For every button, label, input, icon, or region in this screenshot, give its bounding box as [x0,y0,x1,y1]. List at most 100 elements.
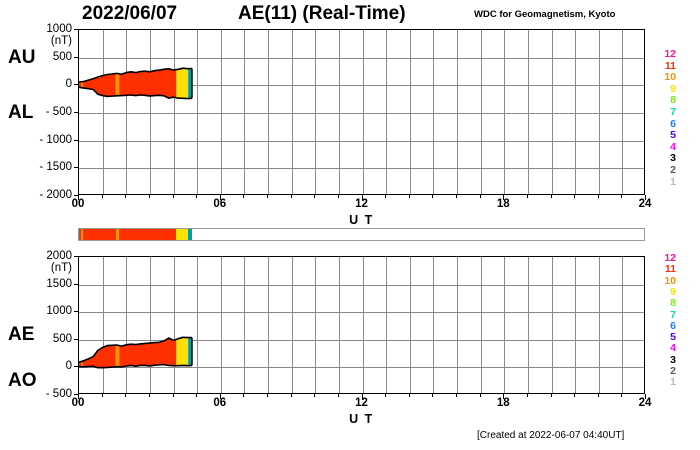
x-axis-tick-mark [598,394,599,397]
gridline-vertical [528,257,529,393]
gridline-vertical [103,30,104,194]
ae-ao-panel-frame [78,256,645,394]
x-axis-tick-mark [362,195,363,200]
x-axis-tick-mark [338,195,339,198]
y-axis-tick-label: 0 [65,78,72,91]
gridline-vertical [315,257,316,393]
x-axis-tick-mark [220,195,221,200]
legend-item-9: 9 [670,285,676,298]
gridline-vertical [197,30,198,194]
x-axis-tick-mark [456,394,457,397]
gridline-vertical [457,30,458,194]
ae-ao-panel-traces [79,336,193,369]
coverage-segment [79,229,82,240]
gridline-vertical [339,30,340,194]
gridline-vertical [410,30,411,194]
coverage-segment [81,229,83,240]
y-axis-tick-label: - 1000 [39,133,72,146]
x-axis-tick-mark [480,195,481,198]
x-axis-label: U T [349,412,374,426]
x-axis-tick-mark [78,195,79,200]
coverage-segment [188,229,192,240]
x-axis-tick-mark [409,394,410,397]
x-axis-tick-mark [621,195,622,198]
y-axis-tick-mark [74,195,78,196]
creation-timestamp: [Created at 2022-06-07 04:40UT] [477,430,625,441]
legend-item-2: 2 [670,365,676,377]
y-axis-tick-label: 0 [65,360,72,373]
x-axis-tick-mark [196,195,197,198]
gridline-vertical [174,257,175,393]
gridline-horizontal [79,367,644,368]
legend-item-11: 11 [664,59,676,72]
x-axis-tick-mark [102,195,103,198]
x-axis-label: U T [349,213,374,227]
gridline-vertical [386,30,387,194]
x-axis-tick-mark [645,195,646,200]
x-axis-tick-mark [125,394,126,397]
x-axis-tick-mark [243,195,244,198]
y-axis-tick-mark [74,167,78,168]
gridline-vertical [244,30,245,194]
x-axis-tick-mark [314,394,315,397]
x-axis-tick-mark [503,195,504,200]
x-axis-tick-label: 06 [213,397,227,409]
y-axis-tick-label: - 1500 [39,161,72,174]
x-axis-tick-mark [574,195,575,198]
gridline-vertical [268,30,269,194]
gridline-vertical [103,257,104,393]
gridline-horizontal [79,58,644,59]
gridline-horizontal [79,312,644,313]
x-axis-tick-mark [173,195,174,198]
gridline-vertical [504,257,505,393]
x-axis-tick-mark [574,394,575,397]
x-axis-tick-mark [149,394,150,397]
x-axis-tick-mark [409,195,410,198]
y-axis-unit: (nT) [50,35,72,47]
series-label-al: AL [8,102,34,124]
x-axis-tick-label: 00 [71,198,85,210]
gridline-vertical [292,257,293,393]
legend-item-10: 10 [664,71,676,84]
x-axis-tick-label: 12 [355,397,368,409]
y-axis-tick-label: 1000 [46,23,72,35]
au-al-panel-frame [78,29,645,195]
series-label-au: AU [8,46,36,68]
legend-item-6: 6 [670,319,676,332]
data-coverage-bar[interactable] [78,228,645,241]
x-axis-tick-mark [385,394,386,397]
legend-item-1: 1 [670,376,676,389]
x-axis-tick-mark [621,394,622,397]
gridline-horizontal [79,141,644,142]
legend-item-9: 9 [670,82,676,95]
gridline-horizontal [79,113,644,114]
gridline-horizontal [79,168,644,169]
gridline-vertical [268,257,269,393]
y-axis-tick-mark [74,112,78,113]
gridline-vertical [315,30,316,194]
y-axis-tick-label: 1500 [46,277,72,290]
gridline-vertical [599,257,600,393]
gridline-vertical [575,30,576,194]
x-axis-tick-mark [385,195,386,198]
y-axis-tick-mark [74,29,78,30]
x-axis-tick-mark [149,195,150,198]
x-axis-tick-mark [314,195,315,198]
y-axis-tick-label: - 500 [45,388,72,400]
x-axis-tick-mark [78,394,79,399]
y-axis-tick-mark [74,366,78,367]
gridline-vertical [126,30,127,194]
x-axis-tick-mark [551,195,552,198]
coverage-segment [176,229,189,240]
x-axis-tick-mark [551,394,552,397]
legend-item-11: 11 [664,263,676,276]
legend-item-7: 7 [670,308,676,321]
gridline-horizontal [79,85,644,86]
gridline-vertical [622,30,623,194]
gridline-vertical [150,30,151,194]
gridline-vertical [528,30,529,194]
gridline-vertical [339,257,340,393]
legend-item-8: 8 [670,94,676,107]
x-axis-tick-mark [456,195,457,198]
